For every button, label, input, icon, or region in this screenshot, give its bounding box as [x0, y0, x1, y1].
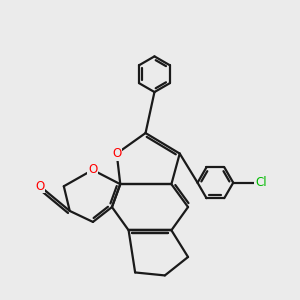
Text: O: O — [112, 147, 121, 160]
Text: O: O — [88, 164, 97, 176]
Text: Cl: Cl — [255, 176, 267, 189]
Text: O: O — [35, 180, 45, 193]
